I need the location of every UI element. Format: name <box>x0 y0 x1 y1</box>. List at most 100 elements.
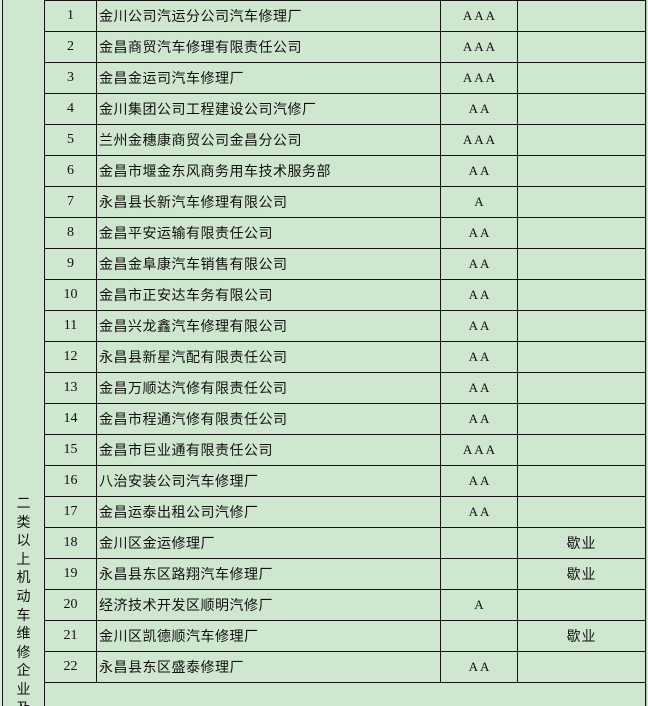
status-cell[interactable] <box>518 32 645 62</box>
status-cell[interactable] <box>518 1 645 31</box>
status-cell[interactable] <box>518 311 645 341</box>
company-name-cell[interactable]: 金昌市巨业通有限责任公司 <box>97 435 441 465</box>
rating-cell[interactable]: AA <box>441 218 518 248</box>
company-name-cell[interactable]: 金川公司汽运分公司汽车修理厂 <box>97 1 441 31</box>
row-number-cell[interactable]: 1 <box>45 1 97 31</box>
category-char: 动 <box>16 589 31 605</box>
company-name-cell[interactable]: 金昌万顺达汽修有限责任公司 <box>97 373 441 403</box>
rating-cell[interactable]: AAA <box>441 1 518 31</box>
row-number-cell[interactable]: 4 <box>45 94 97 124</box>
category-char: 上 <box>16 552 31 568</box>
company-name-cell[interactable]: 永昌县东区路翔汽车修理厂 <box>97 559 441 589</box>
rating-cell[interactable]: AA <box>441 94 518 124</box>
company-name-cell[interactable]: 金昌运泰出租公司汽修厂 <box>97 497 441 527</box>
rating-cell[interactable]: AA <box>441 311 518 341</box>
company-name-cell[interactable]: 金昌市程通汽修有限责任公司 <box>97 404 441 434</box>
rating-cell[interactable]: AA <box>441 652 518 682</box>
status-cell[interactable] <box>518 280 645 310</box>
company-name-cell[interactable]: 金昌兴龙鑫汽车修理有限公司 <box>97 311 441 341</box>
status-cell[interactable] <box>518 466 645 496</box>
company-name-cell[interactable]: 永昌县东区盛泰修理厂 <box>97 652 441 682</box>
status-cell[interactable]: 歇业 <box>566 537 597 552</box>
status-cell[interactable] <box>518 435 645 465</box>
rating-cell[interactable]: AAA <box>441 435 518 465</box>
row-number-cell[interactable]: 6 <box>45 156 97 186</box>
status-cell[interactable] <box>518 187 645 217</box>
row-number-cell[interactable]: 18 <box>45 528 97 558</box>
table-row: 2 金昌商贸汽车修理有限责任公司 AAA <box>45 32 645 63</box>
company-name-cell[interactable]: 经济技术开发区顺明汽修厂 <box>97 590 441 620</box>
row-number-cell[interactable]: 21 <box>45 621 97 651</box>
status-cell[interactable] <box>518 342 645 372</box>
status-cell[interactable] <box>518 373 645 403</box>
row-number-cell[interactable]: 14 <box>45 404 97 434</box>
row-number-cell[interactable]: 16 <box>45 466 97 496</box>
status-cell[interactable] <box>518 218 645 248</box>
rating-cell[interactable]: AA <box>441 497 518 527</box>
rating-cell[interactable] <box>441 621 518 651</box>
company-name-cell[interactable]: 金昌金运司汽车修理厂 <box>97 63 441 93</box>
status-cell[interactable] <box>518 590 645 620</box>
row-number-cell[interactable]: 11 <box>45 311 97 341</box>
company-name-cell[interactable]: 金昌商贸汽车修理有限责任公司 <box>97 32 441 62</box>
row-number-cell[interactable]: 3 <box>45 63 97 93</box>
table-row: 7 永昌县长新汽车修理有限公司 A <box>45 187 645 218</box>
rating-cell[interactable]: AA <box>441 156 518 186</box>
status-cell[interactable] <box>518 156 645 186</box>
row-number-cell[interactable]: 2 <box>45 32 97 62</box>
row-number-cell[interactable]: 5 <box>45 125 97 155</box>
rating-cell[interactable] <box>441 528 518 558</box>
table-row: 19 永昌县东区路翔汽车修理厂 歇业 <box>45 559 645 590</box>
category-char: 以 <box>16 534 31 550</box>
rating-cell[interactable]: AAA <box>441 32 518 62</box>
row-number-cell[interactable]: 20 <box>45 590 97 620</box>
row-number-cell[interactable]: 7 <box>45 187 97 217</box>
company-name-cell[interactable]: 金昌平安运输有限责任公司 <box>97 218 441 248</box>
company-name-cell[interactable]: 金川区凯德顺汽车修理厂 <box>97 621 441 651</box>
row-number-cell[interactable]: 17 <box>45 497 97 527</box>
row-number-cell[interactable]: 8 <box>45 218 97 248</box>
row-number-cell[interactable]: 13 <box>45 373 97 403</box>
rating-cell[interactable]: AA <box>441 466 518 496</box>
rating-cell[interactable]: A <box>441 590 518 620</box>
status-cell[interactable] <box>518 125 645 155</box>
table-rows: 1 金川公司汽运分公司汽车修理厂 AAA 2 金昌商贸汽车修理有限责任公司 AA… <box>45 0 645 706</box>
company-name-cell[interactable]: 八治安装公司汽车修理厂 <box>97 466 441 496</box>
status-cell[interactable] <box>518 652 645 682</box>
status-cell[interactable] <box>518 249 645 279</box>
company-name-cell[interactable]: 金昌市堰金东风商务用车技术服务部 <box>97 156 441 186</box>
status-cell[interactable] <box>518 497 645 527</box>
row-number-cell[interactable]: 10 <box>45 280 97 310</box>
rating-cell[interactable]: AA <box>441 280 518 310</box>
rating-cell[interactable]: AAA <box>441 125 518 155</box>
status-cell[interactable]: 歇业 <box>566 630 597 645</box>
company-name-cell[interactable]: 金川区金运修理厂 <box>97 528 441 558</box>
company-name-cell[interactable]: 永昌县新星汽配有限责任公司 <box>97 342 441 372</box>
rating-cell[interactable]: AAA <box>441 63 518 93</box>
company-name-cell[interactable]: 金昌市正安达车务有限公司 <box>97 280 441 310</box>
company-name-cell[interactable]: 兰州金穗康商贸公司金昌分公司 <box>97 125 441 155</box>
rating-cell[interactable]: AA <box>441 249 518 279</box>
company-name-cell[interactable]: 金川集团公司工程建设公司汽修厂 <box>97 94 441 124</box>
category-char: 维 <box>16 627 31 643</box>
company-name-cell[interactable]: 永昌县长新汽车修理有限公司 <box>97 187 441 217</box>
table-row: 8 金昌平安运输有限责任公司 AA <box>45 218 645 249</box>
company-name-cell[interactable]: 金昌金阜康汽车销售有限公司 <box>97 249 441 279</box>
rating-cell[interactable]: AA <box>441 404 518 434</box>
rating-cell[interactable]: A <box>441 187 518 217</box>
status-cell[interactable] <box>518 63 645 93</box>
rating-cell[interactable] <box>441 559 518 589</box>
status-cell[interactable] <box>518 404 645 434</box>
status-cell[interactable] <box>518 94 645 124</box>
row-number-cell[interactable]: 12 <box>45 342 97 372</box>
row-number-cell[interactable]: 15 <box>45 435 97 465</box>
rating-cell[interactable]: AA <box>441 373 518 403</box>
rating-cell[interactable]: AA <box>441 342 518 372</box>
row-number-cell[interactable]: 22 <box>45 652 97 682</box>
row-number-cell[interactable]: 19 <box>45 559 97 589</box>
merged-category-cell[interactable]: 二类以上机动车维修企业及 <box>3 0 45 706</box>
row-number-cell[interactable]: 9 <box>45 249 97 279</box>
status-cell[interactable]: 歇业 <box>566 568 597 583</box>
